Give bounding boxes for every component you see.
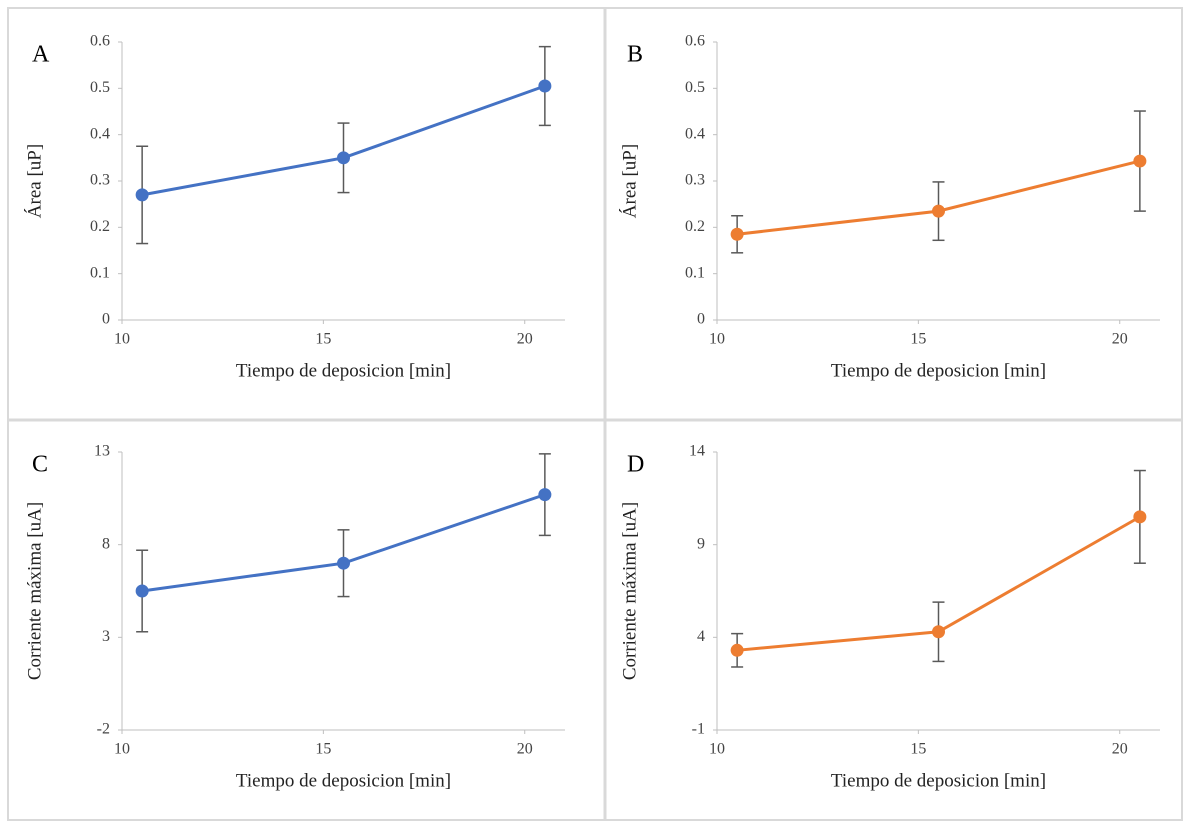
y-axis-title: Corriente máxima [uA] [619, 502, 640, 680]
y-tick-label: 0.1 [90, 264, 110, 281]
y-tick-label: 0.3 [685, 172, 705, 189]
y-tick-label: 0.4 [90, 125, 110, 142]
x-tick-label: 20 [517, 331, 533, 348]
y-tick-label: 0.2 [685, 218, 705, 235]
y-tick-label: 0 [697, 311, 705, 328]
y-tick-label: 0.6 [90, 33, 110, 50]
panel-letter: D [627, 452, 644, 478]
y-tick-label: 9 [697, 535, 705, 552]
y-axis-title: Área [uP] [618, 144, 640, 218]
y-tick-label: 0.6 [685, 33, 705, 50]
x-axis-title: Tiempo de deposicion [min] [236, 360, 451, 381]
y-tick-label: 0.3 [90, 172, 110, 189]
x-tick-label: 20 [517, 741, 533, 758]
chart-panel: B Área [uP] Tiempo de deposicion [min] 0 0.1… [618, 33, 1160, 381]
data-point [135, 584, 149, 598]
data-point [337, 556, 350, 570]
data-point [337, 151, 350, 165]
data-point [538, 488, 552, 502]
y-axis-title: Corriente máxima [uA] [24, 502, 45, 680]
x-tick-label: 10 [709, 741, 725, 758]
data-point [932, 204, 945, 218]
y-tick-label: 0.1 [685, 264, 705, 281]
chart-panel: A Área [uP] Tiempo de deposicion [min] 0 0.1… [23, 33, 565, 381]
x-tick-label: 10 [709, 331, 725, 348]
x-axis-title: Tiempo de deposicion [min] [831, 360, 1046, 381]
y-tick-label: 13 [94, 443, 110, 460]
y-tick-label: -1 [692, 721, 705, 738]
x-tick-label: 20 [1112, 741, 1128, 758]
chart-panel: D Corriente máxima [uA] Tiempo de deposici… [619, 443, 1160, 791]
x-tick-label: 15 [315, 741, 331, 758]
data-point [538, 79, 552, 93]
x-axis-title: Tiempo de deposicion [min] [831, 770, 1046, 791]
x-axis-title: Tiempo de deposicion [min] [236, 770, 451, 791]
y-tick-label: 4 [697, 628, 705, 645]
panel-letter: C [32, 452, 48, 478]
x-tick-label: 10 [114, 331, 130, 348]
x-tick-label: 15 [910, 331, 926, 348]
y-tick-label: 0.4 [685, 125, 705, 142]
frame [7, 7, 1183, 821]
data-point [932, 625, 945, 639]
x-tick-label: 20 [1112, 331, 1128, 348]
data-point [1133, 510, 1147, 524]
y-tick-label: 14 [689, 443, 705, 460]
x-tick-label: 10 [114, 741, 130, 758]
x-tick-label: 15 [910, 741, 926, 758]
data-point [1133, 154, 1147, 168]
y-tick-label: 3 [102, 628, 110, 645]
y-tick-label: 0 [102, 311, 110, 328]
data-point [730, 227, 744, 241]
y-tick-label: 0.2 [90, 218, 110, 235]
x-tick-label: 15 [315, 331, 331, 348]
y-tick-label: 0.5 [90, 79, 110, 96]
panel-letter: A [32, 42, 50, 68]
data-point [730, 643, 744, 657]
chart-panel: C Corriente máxima [uA] Tiempo de deposici… [24, 443, 565, 791]
y-axis-title: Área [uP] [23, 144, 45, 218]
data-point [135, 188, 149, 202]
y-tick-label: 0.5 [685, 79, 705, 96]
panel-letter: B [627, 42, 643, 68]
y-tick-label: -2 [97, 721, 110, 738]
y-tick-label: 8 [102, 535, 110, 552]
